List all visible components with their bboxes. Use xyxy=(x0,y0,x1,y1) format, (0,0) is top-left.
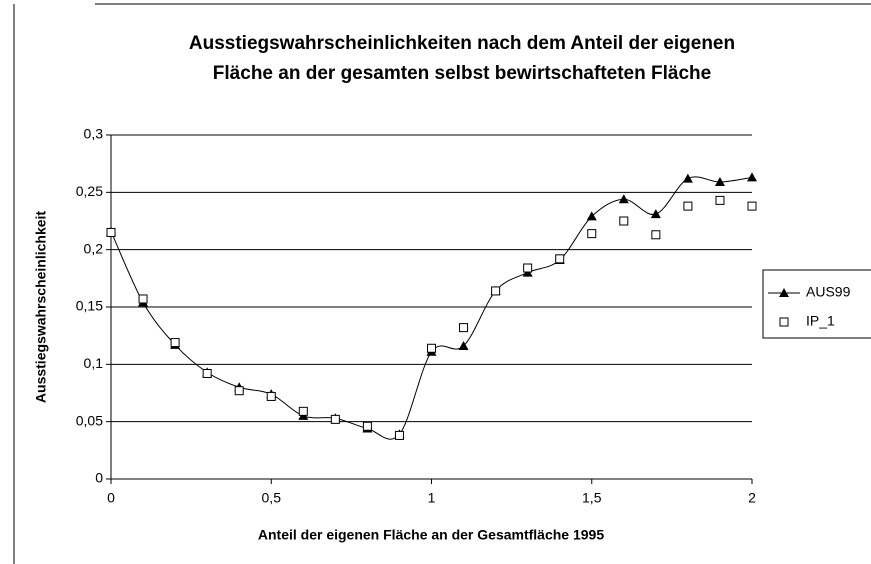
triangle-marker xyxy=(714,177,725,187)
square-marker xyxy=(362,421,372,431)
square-marker xyxy=(266,391,276,401)
square-marker xyxy=(587,229,597,239)
x-tick-label: 0 xyxy=(107,490,115,506)
square-marker xyxy=(491,286,501,296)
triangle-marker xyxy=(586,211,597,221)
legend-label: IP_1 xyxy=(806,313,835,329)
legend-box xyxy=(762,269,871,339)
y-tick-label: 0,15 xyxy=(76,298,103,314)
square-marker xyxy=(555,254,565,264)
square-marker xyxy=(523,263,533,273)
square-marker xyxy=(234,386,244,396)
y-tick-label: 0,2 xyxy=(84,240,104,256)
x-tick-label: 2 xyxy=(748,490,756,506)
y-tick-label: 0,05 xyxy=(76,412,103,428)
x-tick-label: 0,5 xyxy=(262,490,282,506)
square-marker xyxy=(106,227,116,237)
square-marker xyxy=(170,338,180,348)
square-marker xyxy=(683,201,693,211)
x-tick-label: 1 xyxy=(428,490,436,506)
y-axis-title: Ausstiegswahrscheinlichkeit xyxy=(33,211,49,404)
y-tick-label: 0,25 xyxy=(76,183,103,199)
triangle-marker xyxy=(682,173,693,183)
square-marker xyxy=(394,430,404,440)
y-tick-label: 0 xyxy=(95,470,103,486)
square-marker xyxy=(298,406,308,416)
square-marker xyxy=(459,323,469,333)
triangle-marker xyxy=(458,340,469,350)
triangle-marker xyxy=(650,209,661,219)
square-marker xyxy=(427,343,436,353)
square-marker xyxy=(330,414,340,424)
square-marker xyxy=(747,201,757,211)
legend-marker xyxy=(779,317,789,327)
square-marker xyxy=(715,195,725,205)
y-tick-label: 0,1 xyxy=(84,355,104,371)
legend-label: AUS99 xyxy=(806,284,851,300)
legend-marker xyxy=(779,288,789,297)
chart-title: Ausstiegswahrscheinlichkeiten nach dem A… xyxy=(189,33,735,54)
x-tick-label: 1,5 xyxy=(582,490,602,506)
y-tick-label: 0,3 xyxy=(84,126,104,142)
triangle-marker xyxy=(747,172,757,182)
square-marker xyxy=(202,369,212,379)
x-axis-title: Anteil der eigenen Fläche an der Gesamtf… xyxy=(258,527,604,543)
square-marker xyxy=(619,216,629,226)
square-marker xyxy=(138,294,148,304)
chart-title: Fläche an der gesamten selbst bewirtscha… xyxy=(213,63,711,84)
square-marker xyxy=(651,230,661,240)
triangle-marker xyxy=(618,194,629,204)
